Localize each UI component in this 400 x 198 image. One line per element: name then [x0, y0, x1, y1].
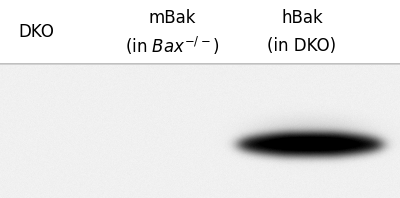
Text: hBak: hBak: [281, 9, 323, 27]
Text: mBak: mBak: [148, 9, 196, 27]
Text: DKO: DKO: [18, 23, 54, 41]
Text: (in DKO): (in DKO): [268, 37, 336, 54]
Text: (in $\it{Bax}^{-/-}$): (in $\it{Bax}^{-/-}$): [125, 34, 219, 57]
